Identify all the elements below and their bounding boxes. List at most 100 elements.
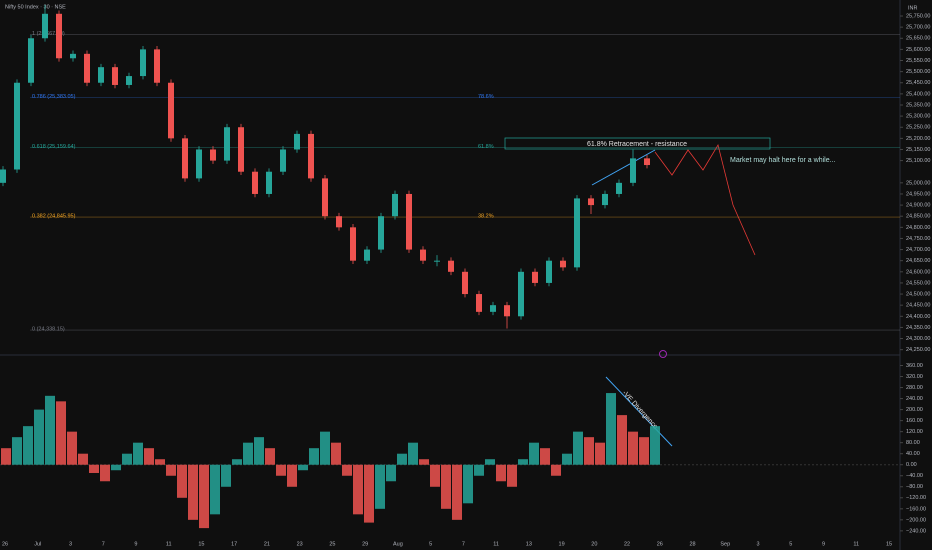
x-tick-label: Jul [34,541,41,547]
x-tick-label: 11 [493,541,499,547]
x-tick-label: 25 [329,541,335,547]
osc-bar [463,464,473,504]
osc-tick-label: −120.00 [906,495,926,501]
x-tick-label: 13 [526,541,532,547]
x-tick-label: Aug [393,541,403,547]
osc-bar [265,448,275,465]
osc-bar [496,464,506,482]
candle-body [574,198,580,268]
y-tick-label: 25,100.00 [906,158,930,164]
candle-body [616,182,622,194]
osc-bar [12,437,22,465]
osc-bar [441,464,451,509]
osc-bar [111,464,121,471]
osc-bar [122,453,132,465]
osc-bar [100,464,110,482]
candle-body [266,171,272,194]
osc-bar [254,437,264,465]
y-tick-label: 25,700.00 [906,25,930,31]
osc-bar [573,431,583,465]
osc-bar [397,453,407,465]
y-tick-label: 24,550.00 [906,280,930,286]
x-tick-label: 3 [757,541,760,547]
fib-label: 0 (24,338.15) [32,327,65,333]
x-tick-label: 7 [102,541,105,547]
candle-body [532,271,538,283]
y-tick-label: 24,650.00 [906,258,930,264]
candle-body [14,82,20,170]
resistance-box [504,137,771,150]
osc-bar [221,464,231,487]
candle-body [154,49,160,83]
osc-bar [562,453,572,465]
osc-bar [56,401,66,465]
candle-body [546,260,552,283]
osc-bar [331,442,341,465]
osc-bar [485,459,495,465]
osc-tick-label: −240.00 [906,528,926,534]
y-tick-label: 24,400.00 [906,314,930,320]
y-tick-label: 25,000.00 [906,180,930,186]
candle-body [112,67,118,85]
currency: INR [908,5,918,11]
candle-body [602,193,608,206]
fib-pct: 38.2% [478,214,494,220]
osc-bar [529,442,539,465]
osc-bar [452,464,462,520]
candle-body [56,13,62,59]
osc-bar [243,442,253,465]
candle-body [168,82,174,139]
osc-bar [177,464,187,498]
osc-bar [551,464,561,476]
y-tick-label: 25,500.00 [906,69,930,75]
osc-bar [309,448,319,465]
x-tick-label: 7 [462,541,465,547]
candle-body [0,169,6,183]
fib-pct: 78.6% [478,94,494,100]
x-tick-label: 11 [166,541,172,547]
x-tick-label: 17 [231,541,237,547]
candle-body [462,271,468,295]
y-tick-label: 25,250.00 [906,125,930,131]
y-tick-label: 24,300.00 [906,336,930,342]
candle-body [126,76,132,85]
resistance-text: 61.8% Retracement - resistance [587,141,687,148]
osc-bar [617,415,627,465]
osc-bar [1,448,11,465]
candle-body [434,260,440,262]
x-tick-label: Sep [720,541,730,547]
candle-body [238,127,244,172]
projection-path [654,143,756,256]
candle-body [644,158,650,166]
osc-bar [144,448,154,465]
x-tick-label: 19 [559,541,565,547]
x-tick-label: 22 [624,541,630,547]
candle-body [210,149,216,161]
osc-bar [45,395,55,465]
y-tick-label: 24,500.00 [906,292,930,298]
osc-tick-label: −80.00 [906,484,923,490]
candle-body [70,53,76,59]
candle-body [350,227,356,261]
event-icon [659,350,667,358]
trend-line [591,149,656,186]
y-tick-label: 25,150.00 [906,147,930,153]
y-tick-label: 24,750.00 [906,236,930,242]
halt-text: Market may halt here for a while... [730,157,835,164]
y-tick-label: 25,750.00 [906,13,930,19]
x-tick-label: 3 [69,541,72,547]
candle-body [336,216,342,228]
osc-tick-label: −200.00 [906,517,926,523]
x-tick-label: 26 [657,541,663,547]
osc-bar [155,459,165,465]
osc-tick-label: −160.00 [906,506,926,512]
x-tick-label: 9 [822,541,825,547]
osc-bar [188,464,198,520]
osc-bar [67,431,77,465]
fib-label: 0.786 (25,383.05) [32,94,76,100]
y-tick-label: 24,950.00 [906,191,930,197]
osc-bar [232,459,242,465]
fib-label: 0.618 (25,159.64) [32,144,76,150]
x-tick-label: 21 [264,541,270,547]
y-tick-label: 25,200.00 [906,136,930,142]
